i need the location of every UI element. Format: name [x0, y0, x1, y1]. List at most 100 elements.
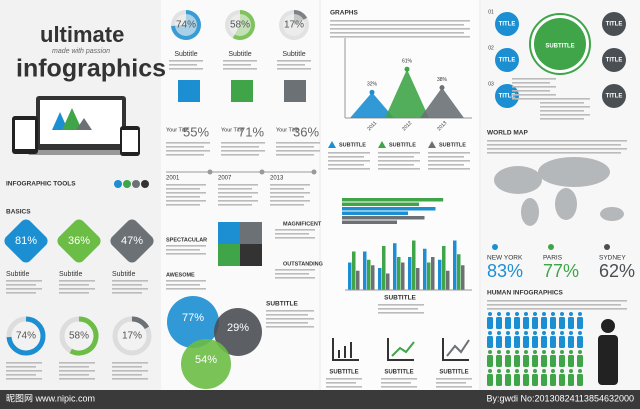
filler-text	[512, 90, 550, 92]
devices	[12, 96, 140, 156]
diamond	[110, 219, 154, 263]
person-head	[560, 369, 564, 373]
venn-label: 54%	[195, 354, 217, 366]
bar	[393, 243, 397, 290]
legend-icon	[428, 141, 436, 148]
filler-text	[59, 280, 95, 282]
person-body	[487, 374, 493, 386]
hbar	[342, 220, 397, 224]
filler-text	[277, 68, 311, 70]
donut-arc	[6, 316, 46, 356]
filler-text	[218, 192, 258, 194]
map	[494, 157, 624, 226]
filler-text	[378, 164, 414, 166]
pie-center	[229, 14, 251, 36]
person-head	[533, 331, 537, 335]
person-head	[551, 312, 555, 316]
filler-text	[540, 102, 584, 104]
item-value: 55%	[183, 124, 209, 139]
venn-label: 29%	[227, 322, 249, 334]
person-head	[533, 312, 537, 316]
filler-text	[112, 292, 142, 294]
filler-text	[487, 144, 621, 146]
filler-text	[275, 233, 309, 235]
person-head	[506, 369, 510, 373]
person-body	[514, 336, 520, 348]
hbar	[342, 202, 419, 206]
filler-text	[428, 168, 470, 170]
label: 02	[488, 45, 494, 51]
filler-text	[266, 318, 314, 320]
filler-text	[378, 152, 420, 154]
bar	[453, 240, 457, 290]
filler-text	[328, 164, 364, 166]
bar	[457, 254, 461, 290]
donut-label: 17%	[122, 331, 142, 342]
filler-text	[266, 326, 314, 328]
person-head	[578, 312, 582, 316]
person-head	[560, 350, 564, 354]
filler-text	[59, 374, 89, 376]
person-head	[524, 369, 528, 373]
filler-text	[275, 273, 309, 275]
person-head	[506, 331, 510, 335]
bar	[371, 265, 375, 290]
filler-text	[166, 288, 206, 290]
person-body	[532, 336, 538, 348]
city-icon	[604, 244, 610, 250]
filler-text	[436, 382, 466, 384]
filler-text	[326, 382, 356, 384]
item-title: Your Title	[166, 127, 189, 133]
person-head	[569, 350, 573, 354]
item-value: 36%	[293, 124, 319, 139]
bar	[348, 262, 352, 290]
person-body	[523, 336, 529, 348]
filler-text	[328, 168, 370, 170]
person-head	[488, 331, 492, 335]
filler-text	[512, 86, 556, 88]
title-circle	[602, 48, 626, 72]
filler-text	[6, 366, 36, 368]
filler-text	[166, 154, 204, 156]
person-head	[488, 350, 492, 354]
filler-text	[428, 160, 470, 162]
person-head	[578, 331, 582, 335]
filler-text	[59, 284, 89, 286]
person-body	[487, 336, 493, 348]
filler-text	[59, 378, 95, 380]
watermark-bar	[0, 390, 640, 409]
bar	[416, 268, 420, 290]
value-label: 61%	[402, 59, 413, 65]
subtitle: Subtitle	[6, 271, 29, 278]
filler-text	[59, 370, 95, 372]
filler-text	[112, 362, 148, 364]
person-head	[569, 369, 573, 373]
person-body	[523, 317, 529, 329]
person-body	[505, 336, 511, 348]
title-circle	[495, 48, 519, 72]
diamond-label: 47%	[121, 235, 143, 247]
person-body	[532, 374, 538, 386]
person-head	[497, 350, 501, 354]
filler-text	[6, 374, 36, 376]
timeline-dot	[207, 169, 213, 175]
person-head	[533, 350, 537, 354]
label: TITLE	[499, 94, 516, 100]
bar	[401, 262, 405, 290]
bar	[352, 251, 356, 290]
filler-text	[276, 146, 314, 148]
filler-text	[270, 204, 304, 206]
peak-dot	[439, 85, 445, 91]
item-title: Your Title	[276, 127, 299, 133]
donut-label: 74%	[16, 331, 36, 342]
label: OUTSTANDING	[283, 261, 323, 267]
filler-text	[266, 310, 314, 312]
subtitle: Subtitle	[282, 51, 305, 58]
person-head	[560, 331, 564, 335]
person-body	[505, 374, 511, 386]
filler-text	[166, 284, 200, 286]
filler-text	[540, 114, 590, 116]
person-body	[568, 355, 574, 367]
filler-text	[330, 28, 470, 30]
person-head	[497, 369, 501, 373]
